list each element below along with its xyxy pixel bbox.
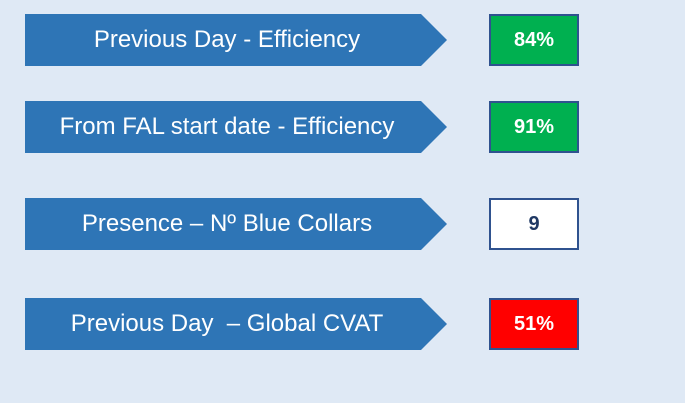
- kpi-row-global-cvat: Previous Day – Global CVAT 51%: [0, 298, 685, 352]
- kpi-value-box: 51%: [489, 298, 579, 350]
- kpi-value-box: 84%: [489, 14, 579, 66]
- kpi-label-arrow: Previous Day – Global CVAT: [25, 298, 447, 350]
- kpi-label-arrow: Previous Day - Efficiency: [25, 14, 447, 66]
- kpi-value-box: 91%: [489, 101, 579, 153]
- kpi-row-previous-day-efficiency: Previous Day - Efficiency 84%: [0, 14, 685, 68]
- kpi-value-box: 9: [489, 198, 579, 250]
- kpi-row-blue-collars: Presence – Nº Blue Collars 9: [0, 198, 685, 252]
- kpi-label-arrow: From FAL start date - Efficiency: [25, 101, 447, 153]
- kpi-label-arrow: Presence – Nº Blue Collars: [25, 198, 447, 250]
- kpi-row-fal-efficiency: From FAL start date - Efficiency 91%: [0, 101, 685, 155]
